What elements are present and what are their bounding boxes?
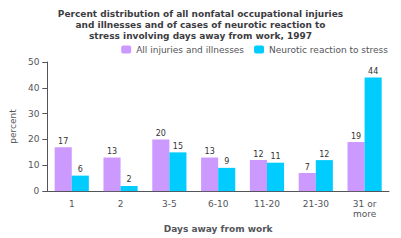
svg-text:20: 20 — [156, 129, 166, 138]
svg-text:0: 0 — [34, 186, 40, 196]
svg-text:21-30: 21-30 — [303, 199, 329, 209]
svg-text:All injuries and illnesses: All injuries and illnesses — [136, 45, 244, 55]
svg-text:2: 2 — [127, 175, 132, 184]
svg-text:6-10: 6-10 — [208, 199, 229, 209]
svg-text:12: 12 — [319, 150, 329, 159]
svg-text:19: 19 — [351, 132, 361, 141]
svg-text:50: 50 — [28, 57, 40, 67]
svg-text:15: 15 — [173, 142, 183, 151]
svg-text:7: 7 — [305, 163, 310, 172]
svg-text:13: 13 — [107, 147, 117, 156]
svg-text:11-20: 11-20 — [254, 199, 280, 209]
svg-text:and illnesses and of cases of: and illnesses and of cases of neurotic r… — [76, 20, 326, 30]
svg-text:3-5: 3-5 — [162, 199, 177, 209]
svg-text:2: 2 — [118, 199, 124, 209]
svg-text:stress involving days away fro: stress involving days away from work, 19… — [89, 31, 312, 41]
svg-text:percent: percent — [8, 109, 18, 144]
svg-text:20: 20 — [28, 134, 40, 144]
svg-text:40: 40 — [28, 83, 40, 93]
svg-text:30: 30 — [28, 109, 40, 119]
svg-text:6: 6 — [78, 165, 83, 174]
svg-text:44: 44 — [368, 67, 378, 76]
svg-text:13: 13 — [205, 147, 215, 156]
svg-text:12: 12 — [253, 150, 263, 159]
svg-text:10: 10 — [28, 160, 40, 170]
svg-text:17: 17 — [58, 137, 68, 146]
svg-text:9: 9 — [224, 157, 229, 166]
svg-text:Days away from work: Days away from work — [164, 224, 274, 234]
svg-text:11: 11 — [270, 152, 280, 161]
svg-text:more: more — [353, 209, 377, 219]
svg-text:Percent distribution of all no: Percent distribution of all nonfatal occ… — [58, 9, 343, 19]
svg-text:Neurotic reaction to stress: Neurotic reaction to stress — [269, 45, 388, 55]
svg-text:1: 1 — [69, 199, 75, 209]
svg-text:31 or: 31 or — [353, 199, 377, 209]
